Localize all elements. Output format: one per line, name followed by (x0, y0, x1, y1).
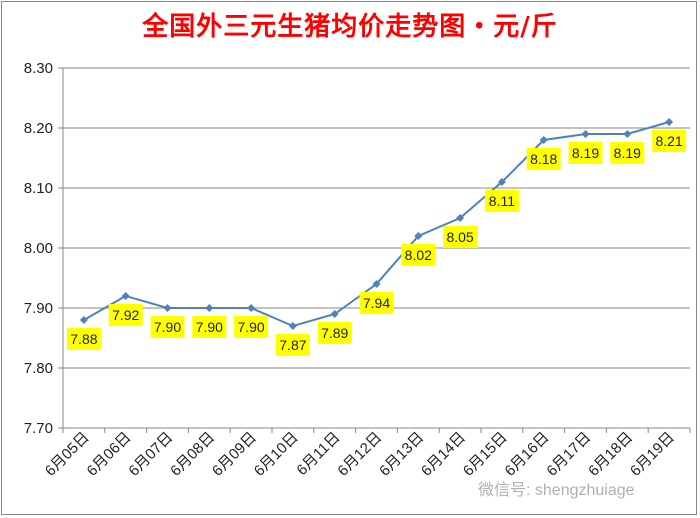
y-tick-label: 7.70 (24, 420, 53, 437)
x-tick-label: 6月09日 (209, 429, 260, 480)
data-label: 8.21 (655, 133, 682, 149)
data-point (497, 178, 506, 186)
data-point (581, 130, 590, 138)
data-label-bg (610, 142, 645, 164)
data-point (539, 136, 548, 144)
data-point (79, 316, 88, 324)
data-label-bg (443, 226, 478, 248)
x-tick-label: 6月15日 (460, 429, 511, 480)
data-point (456, 214, 465, 222)
data-point (163, 304, 172, 312)
x-tick-label: 6月13日 (376, 429, 427, 480)
data-label-bg (568, 142, 603, 164)
data-label-bg (192, 316, 227, 338)
data-label: 7.92 (112, 307, 139, 323)
x-tick-label: 6月08日 (167, 429, 218, 480)
data-label: 8.11 (489, 193, 515, 209)
x-tick-label: 6月11日 (293, 429, 343, 479)
chart-title: 全国外三元生猪均价走势图・元/斤 (142, 12, 558, 42)
data-label-bg (150, 316, 185, 338)
x-tick-label: 6月07日 (125, 429, 176, 480)
data-label: 7.90 (196, 319, 223, 335)
y-tick-label: 8.30 (24, 60, 53, 77)
data-label: 8.19 (572, 145, 599, 161)
data-label: 7.90 (237, 319, 264, 335)
data-label-bg (652, 130, 687, 152)
data-label: 7.87 (279, 337, 306, 353)
y-tick-label: 8.10 (24, 180, 53, 197)
data-label: 8.02 (405, 247, 432, 263)
data-label-bg (484, 190, 519, 212)
data-point (414, 232, 423, 240)
data-label: 7.94 (363, 295, 390, 311)
data-label-bg (526, 148, 561, 170)
data-label-bg (66, 328, 101, 350)
data-point (205, 304, 214, 312)
data-label: 7.88 (70, 331, 97, 347)
price-series (79, 118, 674, 330)
data-point (623, 130, 632, 138)
x-tick-label: 6月06日 (84, 429, 135, 480)
data-label-bg (401, 244, 436, 266)
x-tick-label: 6月19日 (627, 429, 678, 480)
x-axis-ticks: 6月05日6月06日6月07日6月08日6月09日6月10日6月11日6月12日… (42, 428, 691, 480)
x-tick-label: 6月18日 (585, 429, 636, 480)
data-label: 8.18 (530, 151, 557, 167)
data-point (288, 322, 297, 330)
x-tick-label: 6月17日 (543, 429, 594, 480)
data-label: 8.19 (614, 145, 641, 161)
y-tick-label: 8.20 (24, 120, 53, 137)
data-point (372, 280, 381, 288)
data-label-bg (108, 304, 143, 326)
data-label: 7.89 (321, 325, 348, 341)
x-tick-label: 6月14日 (418, 429, 469, 480)
data-label: 7.90 (154, 319, 181, 335)
y-tick-label: 7.90 (24, 300, 53, 317)
data-label-bg (359, 292, 394, 314)
data-point (330, 310, 339, 318)
x-tick-label: 6月10日 (251, 429, 302, 480)
y-tick-label: 7.80 (24, 360, 53, 377)
gridlines (63, 67, 690, 429)
data-label-bg (275, 334, 310, 356)
x-tick-label: 6月16日 (502, 429, 553, 480)
watermark: 微信号: shengzhuiage (478, 482, 635, 499)
data-point (665, 118, 674, 126)
data-label-bg (234, 316, 269, 338)
data-label: 8.05 (446, 229, 473, 245)
data-point (247, 304, 256, 312)
x-tick-label: 6月12日 (334, 429, 385, 480)
data-point (121, 292, 130, 300)
y-tick-label: 8.00 (24, 240, 53, 257)
data-labels: 7.88 7.92 7.90 7.90 7.90 7.87 7.89 7.94 8.02 8.05… (66, 130, 687, 356)
y-axis-ticks: 7.70 7.80 7.90 8.00 8.10 8.20 8.30 (24, 60, 63, 437)
data-label-bg (317, 322, 352, 344)
